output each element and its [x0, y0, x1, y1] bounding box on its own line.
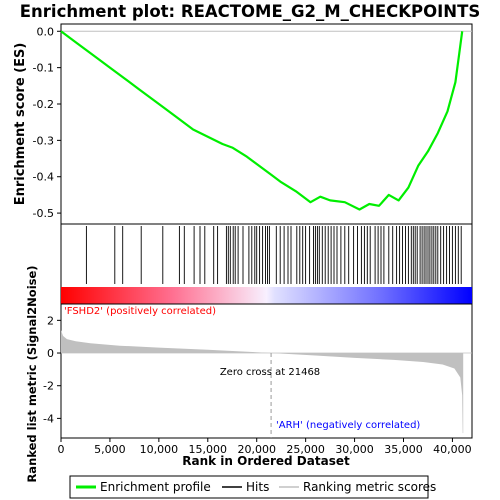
metric-y-axis-label: Ranked list metric (Signal2Noise)	[25, 265, 39, 482]
metric-x-tick-label: 35,000	[384, 443, 423, 456]
metric-x-tick-label: 0	[58, 443, 65, 456]
zero-cross-label: Zero cross at 21468	[220, 367, 320, 378]
es-y-axis-label: Enrichment score (ES)	[13, 43, 28, 206]
metric-x-tick-label: 30,000	[335, 443, 374, 456]
es-y-tick-label: -0.5	[33, 207, 54, 220]
metric-x-axis-label: Rank in Ordered Dataset	[182, 454, 350, 468]
es-y-tick-label: 0.0	[37, 25, 55, 38]
metric-y-tick-label: -2	[43, 380, 54, 393]
metric-y-tick-label: 0	[47, 347, 54, 360]
legend: Enrichment profile Hits Ranking metric s…	[69, 475, 436, 499]
legend-label-hits: Hits	[246, 480, 269, 494]
es-y-tick-label: -0.4	[33, 171, 54, 184]
metric-x-tick-label: 5,000	[94, 443, 126, 456]
rank-color-bar	[61, 287, 472, 304]
hit-lines	[85, 226, 462, 284]
metric-x-tick-label: 10,000	[140, 443, 179, 456]
metric-x-tick-label: 40,000	[433, 443, 472, 456]
legend-label-metric: Ranking metric scores	[303, 480, 436, 494]
metric-panel: 2 0 -2 -4 0 5,000 10,000 15,000 20,000 25,000 30,…	[25, 265, 473, 483]
metric-x-tick-label: 15,000	[189, 443, 228, 456]
metric-y-ticks: 2 0 -2 -4	[43, 314, 61, 425]
ranking-metric-area	[61, 330, 464, 434]
es-panel: 0.0 -0.1 -0.2 -0.3 -0.4 -0.5 Enrichment score…	[13, 23, 473, 225]
es-y-tick-label: -0.1	[33, 62, 54, 75]
chart-title: Enrichment plot: REACTOME_G2_M_CHECKPOIN…	[20, 2, 480, 21]
es-y-ticks: 0.0 -0.1 -0.2 -0.3 -0.4 -0.5	[33, 25, 61, 220]
metric-panel-frame	[60, 303, 473, 439]
metric-x-tick-label: 20,000	[237, 443, 276, 456]
metric-x-tick-label: 25,000	[286, 443, 325, 456]
legend-frame	[69, 475, 429, 499]
metric-y-tick-label: 2	[47, 314, 54, 327]
positive-correlation-label: 'FSHD2' (positively correlated)	[64, 306, 216, 317]
es-y-tick-label: -0.3	[33, 134, 54, 147]
es-y-tick-label: -0.2	[33, 98, 54, 111]
es-panel-frame	[60, 23, 473, 225]
metric-x-ticks: 0 5,000 10,000 15,000 20,000 25,000 30,000 35,0…	[58, 438, 472, 456]
enrichment-profile-line	[60, 30, 464, 211]
hits-panel	[60, 223, 473, 305]
metric-y-tick-label: -4	[43, 412, 54, 425]
legend-label-enrichment: Enrichment profile	[100, 480, 211, 494]
negative-correlation-label: 'ARH' (negatively correlated)	[276, 420, 420, 431]
